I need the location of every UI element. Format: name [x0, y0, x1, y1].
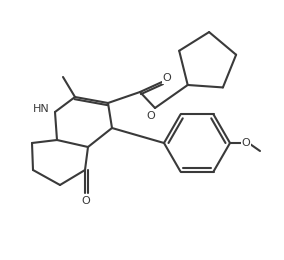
Text: O: O	[82, 196, 90, 206]
Text: HN: HN	[33, 104, 49, 114]
Text: O: O	[147, 111, 155, 121]
Text: O: O	[242, 138, 250, 148]
Text: O: O	[163, 73, 171, 83]
